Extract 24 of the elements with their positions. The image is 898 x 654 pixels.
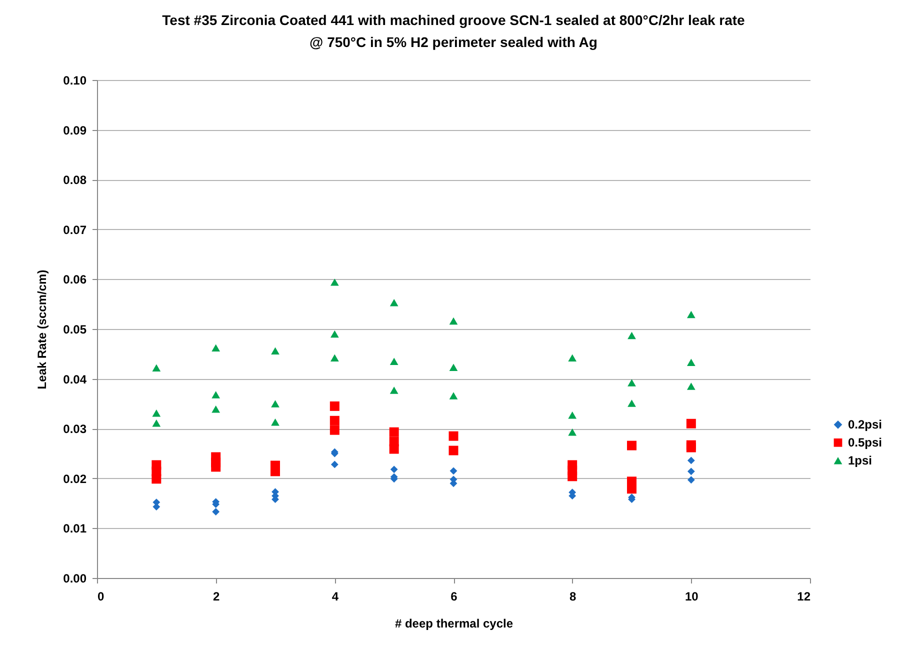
y-tick-label: 0.08 [63, 173, 87, 188]
y-tick-label: 0.00 [63, 572, 87, 586]
x-tick-label: 10 [684, 590, 699, 604]
legend-label: 1psi [848, 454, 872, 468]
y-tick-label: 0.04 [63, 372, 87, 386]
y-axis-title: Leak Rate (sccm/cm) [35, 270, 50, 390]
y-tick-label: 0.01 [63, 522, 87, 536]
legend-label: 0.2psi [848, 418, 882, 432]
x-tick-label: 0 [98, 590, 104, 604]
x-tick-label: 12 [797, 590, 811, 604]
y-tick-label: 0.10 [63, 74, 87, 88]
x-tick-label: 4 [332, 590, 339, 604]
y-tick-label: 0.02 [63, 472, 87, 486]
y-tick-label: 0.05 [63, 322, 87, 336]
x-tick-label: 8 [569, 590, 576, 604]
chart-title: Test #35 Zirconia Coated 441 with machined groove SCN-1 sealed at 800°C/2hr leak rate @ 750°C in 5% H2 perimeter sealed with Ag [162, 12, 746, 50]
x-tick-label: 2 [212, 590, 220, 604]
y-tick-label: 0.03 [63, 422, 87, 436]
y-tick-label: 0.06 [63, 272, 87, 287]
y-tick-label: 0.07 [63, 222, 87, 237]
legend-label: 0.5psi [848, 436, 882, 450]
x-tick-label: 6 [450, 590, 458, 604]
x-axis-title: # deep thermal cycle [394, 616, 514, 630]
y-tick-label: 0.09 [63, 123, 87, 138]
